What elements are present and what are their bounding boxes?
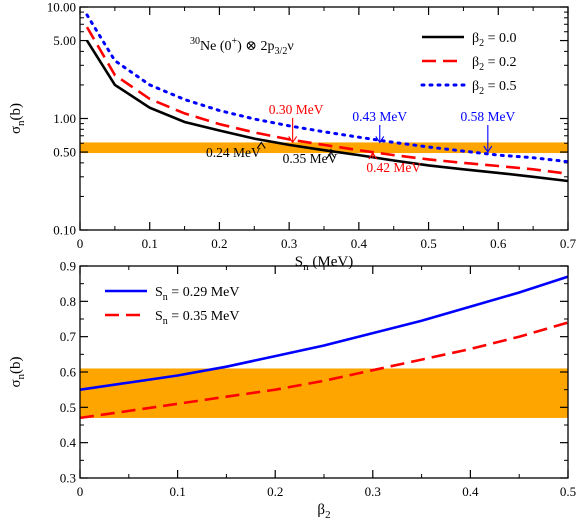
x-axis-label-main: β — [317, 502, 325, 518]
annotation-label-5: 0.42 MeV — [366, 160, 421, 175]
y-tick-label: 0.9 — [60, 259, 76, 274]
y-tick-label: 0.8 — [60, 294, 76, 309]
x-axis-label-main: S — [295, 254, 303, 270]
legend-label-rest: = 0.35 MeV — [168, 309, 240, 324]
y-tick-label: 0.50 — [53, 145, 76, 160]
series-line-0 — [85, 39, 568, 183]
panel-label: 30Ne (0+) ⊗ 2p3/2ν — [190, 36, 294, 57]
x-tick-label: 0.5 — [560, 484, 576, 499]
annotation-label-3: 0.24 MeV — [206, 145, 261, 160]
x-tick-label: 0.6 — [490, 236, 507, 251]
panel-label-after: ) ⊗ 2p — [237, 39, 274, 54]
x-tick-label: 0 — [77, 484, 84, 499]
x-tick-label: 0.3 — [365, 484, 381, 499]
x-tick-label: 0.4 — [462, 484, 479, 499]
panel-label-nucleus: Ne — [200, 39, 220, 54]
annotation-label-4: 0.35 MeV — [283, 151, 338, 166]
uncertainty-band — [80, 368, 568, 418]
y-tick-label: 0.6 — [60, 365, 77, 380]
legend-label-sub: 2 — [479, 62, 484, 73]
legend-label-sub: n — [163, 316, 168, 327]
y-axis-label: σn(b) — [8, 356, 27, 387]
legend-label-1: β2 = 0.2 — [472, 55, 517, 73]
x-tick-label: 0.4 — [351, 236, 368, 251]
x-tick-label: 0.5 — [420, 236, 436, 251]
panel-label-mass: 30 — [190, 36, 200, 47]
series-line-2 — [85, 13, 568, 164]
y-axis-label-main: σ — [8, 126, 24, 134]
y-axis-label: σn(b) — [8, 103, 27, 134]
x-tick-label: 0.1 — [169, 484, 185, 499]
y-tick-label: 0.4 — [60, 435, 77, 450]
x-tick-label: 0 — [77, 236, 84, 251]
y-axis-label-sub: n — [15, 120, 27, 126]
y-tick-label: 0.7 — [60, 329, 77, 344]
legend-label-rest: = 0.2 — [484, 55, 516, 70]
legend-label-main: β — [472, 55, 479, 70]
legend-label-1: Sn = 0.35 MeV — [155, 309, 239, 327]
legend-label-2: β2 = 0.5 — [472, 79, 517, 97]
y-axis-label-unit: (b) — [8, 103, 24, 121]
legend-label-rest: = 0.29 MeV — [168, 285, 240, 300]
legend-label-rest: = 0.0 — [484, 31, 516, 46]
legend-label-main: β — [472, 31, 479, 46]
y-tick-label: 10.00 — [47, 0, 76, 15]
x-tick-label: 0.7 — [560, 236, 577, 251]
y-axis-label-unit: (b) — [8, 356, 24, 374]
uncertainty-band — [80, 142, 568, 154]
x-axis-label-sub: n — [303, 261, 309, 273]
x-axis-label-unit: (MeV) — [309, 254, 354, 270]
legend-label-sub: n — [163, 292, 168, 303]
series-line-0 — [80, 275, 568, 391]
annotation-label-1: 0.43 MeV — [352, 109, 407, 124]
top-panel: 0 0.1 0.2 0.3 0.4 0.5 0.6 0.7 0.10 0.50 1.00 5.00 10… — [8, 0, 577, 273]
annotation-arrowhead-3 — [256, 141, 266, 149]
x-axis-label-sub: 2 — [325, 509, 331, 518]
x-tick-label: 0.2 — [211, 236, 227, 251]
y-axis-label-sub: n — [15, 373, 27, 379]
y-tick-label: 5.00 — [53, 33, 76, 48]
legend-label-0: β2 = 0.0 — [472, 31, 517, 49]
x-axis-label: Sn (MeV) — [295, 254, 353, 273]
x-tick-label: 0.3 — [281, 236, 297, 251]
y-tick-label: 0.10 — [53, 223, 76, 238]
y-axis-label-main: σ — [8, 379, 24, 387]
series-line-1 — [85, 26, 568, 175]
legend-label-main: S — [155, 309, 163, 324]
panel-label-spin-sup: + — [232, 36, 238, 47]
bottom-panel: 0 0.1 0.2 0.3 0.4 0.5 0.3 0.4 0.5 0.6 0.7 0.8 0.9 β2 σ… — [8, 259, 576, 518]
y-tick-label: 0.5 — [60, 400, 76, 415]
x-tick-label: 0.2 — [267, 484, 283, 499]
annotation-arrowhead-5 — [368, 152, 378, 160]
panel-label-spin: (0 — [220, 39, 232, 54]
annotation-arrowhead-4 — [326, 151, 336, 159]
annotation-label-0: 0.30 MeV — [269, 102, 324, 117]
annotation-arrowhead-1 — [375, 136, 385, 144]
y-tick-label: 1.00 — [53, 111, 76, 126]
legend-label-main: β — [472, 79, 479, 94]
legend-label-sub: 2 — [479, 86, 484, 97]
panel-label-nu: ν — [287, 39, 293, 54]
legend-label-rest: = 0.5 — [484, 79, 516, 94]
legend-label-main: S — [155, 285, 163, 300]
legend-label-0: Sn = 0.29 MeV — [155, 285, 239, 303]
x-tick-label: 0.1 — [142, 236, 158, 251]
x-axis-label: β2 — [317, 502, 330, 518]
legend-label-sub: 2 — [479, 38, 484, 49]
y-tick-label: 0.3 — [60, 471, 76, 486]
annotation-arrowhead-0 — [288, 136, 298, 144]
annotation-arrowhead-2 — [483, 145, 493, 154]
annotation-label-2: 0.58 MeV — [460, 109, 515, 124]
panel-label-orbital-sub: 3/2 — [275, 46, 288, 57]
